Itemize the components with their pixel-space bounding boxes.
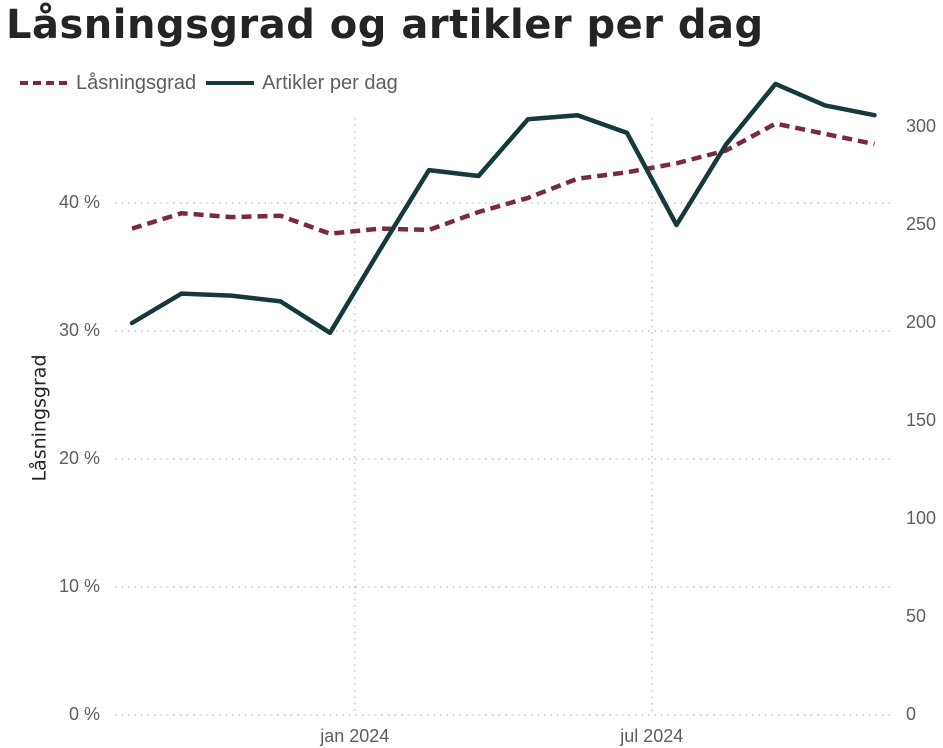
legend-item-artikler-per-dag[interactable]: Artikler per dag <box>204 72 398 95</box>
y2-tick-label: 0 <box>906 704 916 724</box>
legend: Låsningsgrad Artikler per dag <box>18 70 406 96</box>
legend-item-laasningsgrad[interactable]: Låsningsgrad <box>18 72 196 95</box>
y-tick-label: 20 % <box>59 448 100 468</box>
y-axis-label: Låsningsgrad <box>28 354 51 481</box>
y-tick-label: 40 % <box>59 192 100 212</box>
y-tick-label: 10 % <box>59 576 100 596</box>
series-lines <box>129 81 877 336</box>
y2-tick-label: 50 <box>906 606 926 626</box>
y2-tick-label: 300 <box>906 116 936 136</box>
chart-title: Låsningsgrad og artikler per dag <box>6 2 764 48</box>
y-tick-label: 30 % <box>59 320 100 340</box>
y2-tick-label: 100 <box>906 508 936 528</box>
series-line-laasningsgrad <box>131 121 875 236</box>
legend-solid-line-icon <box>206 81 255 85</box>
right-axis-ticks: 0 50 100 150 200 250 300 <box>906 116 936 724</box>
x-axis-ticks: jan 2024 jul 2024 <box>319 726 683 746</box>
x-tick-label: jul 2024 <box>619 726 683 746</box>
legend-label-artikler-per-dag: Artikler per dag <box>262 71 398 94</box>
y-tick-label: 0 % <box>69 704 100 724</box>
legend-label-laasningsgrad: Låsningsgrad <box>76 71 197 94</box>
y2-tick-label: 200 <box>906 312 936 332</box>
left-axis-ticks: 0 % 10 % 20 % 30 % 40 % <box>59 192 100 724</box>
series-line-artikler-per-dag <box>129 81 877 336</box>
gridlines <box>115 118 892 716</box>
y2-tick-label: 150 <box>906 410 936 430</box>
y2-tick-label: 250 <box>906 214 936 234</box>
x-tick-label: jan 2024 <box>319 726 389 746</box>
legend-dashed-line-icon <box>20 81 68 85</box>
